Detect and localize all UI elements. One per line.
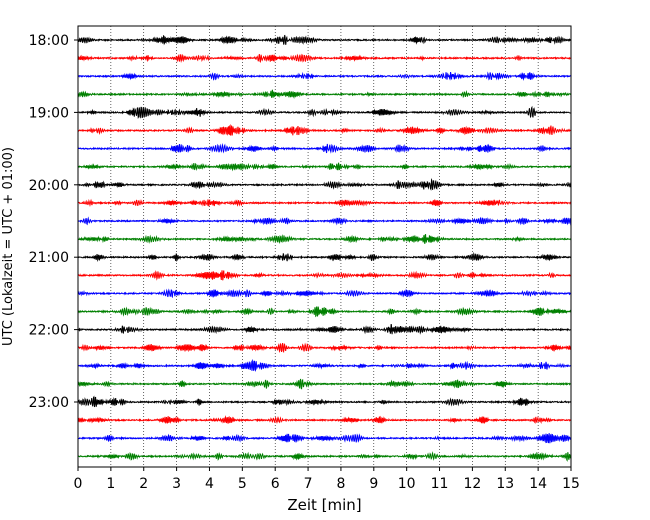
trace-2145 <box>77 306 572 318</box>
trace-1900 <box>77 105 572 119</box>
y-axis-label: UTC (Lokalzeit = UTC + 01:00) <box>1 147 16 346</box>
y-tick-label: 19:00 <box>29 105 69 121</box>
y-tick-label: 18:00 <box>29 33 69 49</box>
y-tick-label: 21:00 <box>29 250 69 266</box>
x-tick-label: 8 <box>336 476 345 492</box>
x-axis-label: Zeit [min] <box>287 496 361 514</box>
y-tick-label: 20:00 <box>29 178 69 194</box>
trace-2045 <box>77 234 572 245</box>
trace-2000 <box>77 177 572 191</box>
y-tick-label: 22:00 <box>29 323 69 339</box>
x-tick-label: 15 <box>562 476 580 492</box>
trace-2315 <box>77 415 572 424</box>
trace-1800 <box>77 34 572 46</box>
trace-2130 <box>77 288 571 299</box>
x-tick-label: 13 <box>496 476 514 492</box>
trace-1815 <box>77 53 572 64</box>
trace-1930 <box>77 143 572 154</box>
x-tick-label: 9 <box>369 476 378 492</box>
x-tick-label: 3 <box>172 476 181 492</box>
x-tick-label: 11 <box>431 476 449 492</box>
trace-2030 <box>77 216 572 226</box>
x-tick-label: 1 <box>106 476 115 492</box>
trace-2300 <box>77 395 572 408</box>
x-tick-label: 14 <box>529 476 547 492</box>
trace-2115 <box>77 270 572 281</box>
trace-2345 <box>77 451 572 462</box>
trace-2330 <box>77 433 572 444</box>
y-axis-ticks: 18:00 19:00 20:00 21:00 22:00 23:00 <box>29 33 78 411</box>
x-tick-label: 0 <box>74 476 83 492</box>
trace-1830 <box>77 71 572 81</box>
trace-1845 <box>77 89 572 99</box>
x-tick-label: 5 <box>238 476 247 492</box>
trace-1915 <box>77 124 572 136</box>
trace-2215 <box>77 342 572 354</box>
x-tick-label: 4 <box>205 476 214 492</box>
trace-2200 <box>77 324 572 335</box>
x-axis-ticks: 0 1 2 3 4 5 6 7 8 9 10 11 12 13 14 15 <box>74 467 580 492</box>
seismic-traces <box>77 34 572 462</box>
x-tick-label: 2 <box>139 476 148 492</box>
trace-2245 <box>77 378 572 390</box>
x-tick-label: 12 <box>463 476 481 492</box>
x-tick-label: 6 <box>271 476 280 492</box>
x-tick-label: 10 <box>398 476 416 492</box>
trace-2015 <box>77 198 572 208</box>
trace-1945 <box>77 162 572 172</box>
plot-frame <box>77 25 572 468</box>
y-tick-label: 23:00 <box>29 395 69 411</box>
trace-2230 <box>77 358 572 373</box>
x-tick-label: 7 <box>304 476 313 492</box>
trace-2100 <box>77 251 572 263</box>
